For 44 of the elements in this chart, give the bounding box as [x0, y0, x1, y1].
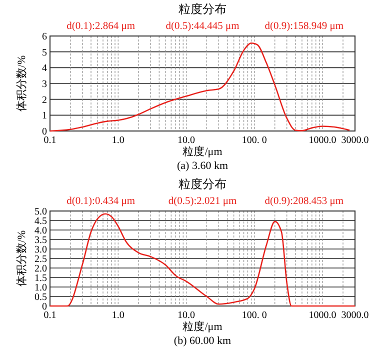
y-tick-label: 4 [42, 63, 47, 74]
x-tick-label: 10.0 [178, 135, 195, 146]
text: d(0.9):208.453 μm [264, 196, 344, 207]
x-axis-title: 粒度/μm [182, 320, 223, 333]
x-tick-label: 1000.0 [308, 310, 336, 321]
chart-title: 粒度分布 [178, 2, 226, 16]
x-tick-label: 1.0 [112, 310, 124, 321]
y-tick-label: 1.5 [34, 273, 47, 284]
y-tick-label: 0 [42, 126, 47, 138]
y-tick-label: 4.5 [34, 216, 47, 227]
y-tick-label: 4.0 [34, 226, 47, 236]
x-tick-label: 3000.0 [341, 310, 369, 321]
y-tick-label: 0 [42, 302, 47, 312]
x-tick-label: 0.1 [44, 310, 56, 321]
x-tick-label: 3000.0 [341, 135, 369, 146]
y-tick-label: 0.5 [34, 292, 47, 303]
chart-title: 粒度分布 [178, 177, 226, 191]
text: (b) 60.00 km [174, 335, 232, 347]
text: (a) 3.60 km [176, 160, 228, 172]
y-axis-title: 体积分数/% [16, 230, 28, 287]
y-tick-label: 1 [42, 110, 47, 122]
x-axis-title: 粒度/μm [182, 145, 223, 158]
y-axis-title: 体积分数/% [16, 55, 28, 112]
x-tick-label: 100. 0 [242, 135, 267, 146]
y-tick-label: 3 [42, 79, 47, 90]
y-tick-label: 1.0 [34, 282, 47, 294]
text: d(0.9):158.949 μm [264, 21, 344, 32]
text: d(0.1):0.434 μm [66, 196, 136, 207]
y-tick-label: 5 [42, 47, 47, 58]
y-tick-label: 2.5 [34, 254, 47, 265]
x-tick-label: 1.0 [112, 135, 124, 146]
y-tick-label: 3.5 [34, 235, 47, 246]
text: d(0.1):2.864 μm [66, 21, 136, 32]
x-tick-label: 0.1 [44, 135, 56, 146]
text: d(0.5):44.445 μm [166, 21, 240, 32]
y-tick-label: 5.0 [34, 206, 47, 218]
x-tick-label: 100. 0 [242, 310, 267, 321]
x-tick-label: 1000.0 [308, 135, 336, 146]
y-tick-label: 2 [42, 94, 47, 106]
text: d(0.5):2.021 μm [168, 196, 237, 207]
y-tick-label: 2.0 [34, 264, 47, 274]
y-tick-label: 6 [42, 32, 47, 42]
y-tick-label: 3.0 [34, 244, 47, 256]
x-tick-label: 10.0 [178, 310, 195, 321]
